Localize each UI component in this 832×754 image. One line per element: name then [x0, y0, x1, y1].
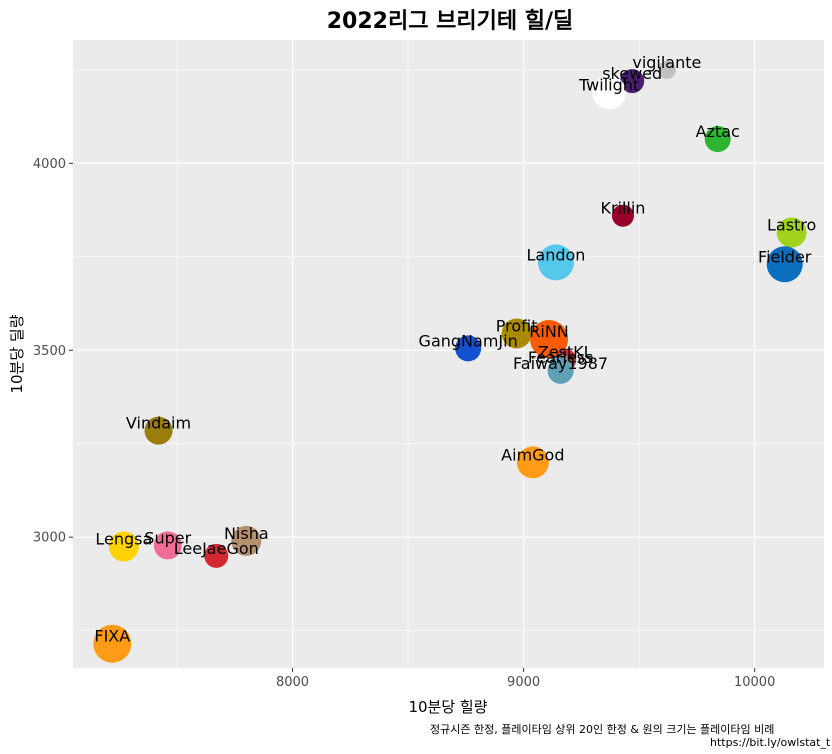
- x-tick-label: 10000: [734, 675, 775, 690]
- plot-panel: [73, 40, 824, 668]
- data-point: [611, 204, 634, 227]
- point-label: FIXA: [94, 627, 130, 646]
- x-axis-title: 10분당 힐량: [408, 698, 487, 716]
- data-point: [547, 357, 574, 384]
- point-label: skewed: [602, 64, 662, 83]
- data-point: [592, 75, 627, 110]
- point-label: Landon: [526, 245, 585, 264]
- point-label: Fielder: [758, 247, 812, 266]
- point-label: LeeJaeGon: [174, 539, 259, 558]
- data-point: [231, 525, 262, 556]
- point-label: Lengsa: [95, 530, 152, 549]
- point-label: Lastro: [767, 216, 816, 235]
- point-label: Krillin: [600, 199, 645, 218]
- y-axis-title: 10분당 딜량: [8, 314, 26, 393]
- chart-source: https://bit.ly/owlstat_t: [710, 736, 831, 749]
- point-label: vigilante: [632, 53, 701, 72]
- point-label: Vindaim: [126, 414, 191, 433]
- data-point: [704, 126, 731, 153]
- data-point: [455, 335, 482, 362]
- data-point: [620, 69, 645, 94]
- data-point: [537, 244, 574, 281]
- chart-caption: 정규시즌 한정, 플레이타임 상위 20인 한정 & 원의 크기는 플레이타임 …: [430, 723, 774, 736]
- point-label: Fearless: [528, 348, 594, 367]
- axis-ticks: 8000 9000 10000 3000 3500 4000: [33, 157, 775, 690]
- chart-title: 2022리그 브리기테 힐/딜: [327, 9, 574, 34]
- data-point: [516, 446, 549, 479]
- point-label: AimGod: [501, 445, 564, 464]
- data-point: [204, 543, 229, 568]
- point-label: GangNamJin: [419, 331, 518, 350]
- point-label: Aztac: [696, 122, 740, 141]
- y-tick-label: 3500: [33, 344, 66, 359]
- y-tick-label: 3000: [33, 531, 66, 546]
- data-point: [657, 60, 676, 79]
- data-points: [93, 60, 807, 663]
- data-point: [93, 624, 132, 663]
- y-tick-label: 4000: [33, 157, 66, 172]
- data-point: [776, 217, 807, 248]
- data-point: [153, 531, 182, 560]
- point-label: Profit: [496, 316, 538, 335]
- x-tick-label: 9000: [507, 675, 540, 690]
- point-label: Twilight: [578, 75, 639, 94]
- major-gridlines: [73, 40, 824, 668]
- minor-gridlines: [73, 40, 824, 668]
- point-label: Faiway1987: [513, 354, 608, 373]
- x-tick-label: 8000: [276, 675, 309, 690]
- data-point: [501, 318, 532, 349]
- point-label: Nisha: [224, 524, 269, 543]
- data-point: [144, 416, 173, 445]
- data-point: [766, 246, 803, 283]
- data-point: [108, 531, 139, 562]
- point-label: Super: [144, 528, 191, 547]
- point-label: RiNN: [529, 322, 569, 341]
- point-label: ZestKL: [538, 343, 593, 362]
- data-point: [530, 320, 569, 359]
